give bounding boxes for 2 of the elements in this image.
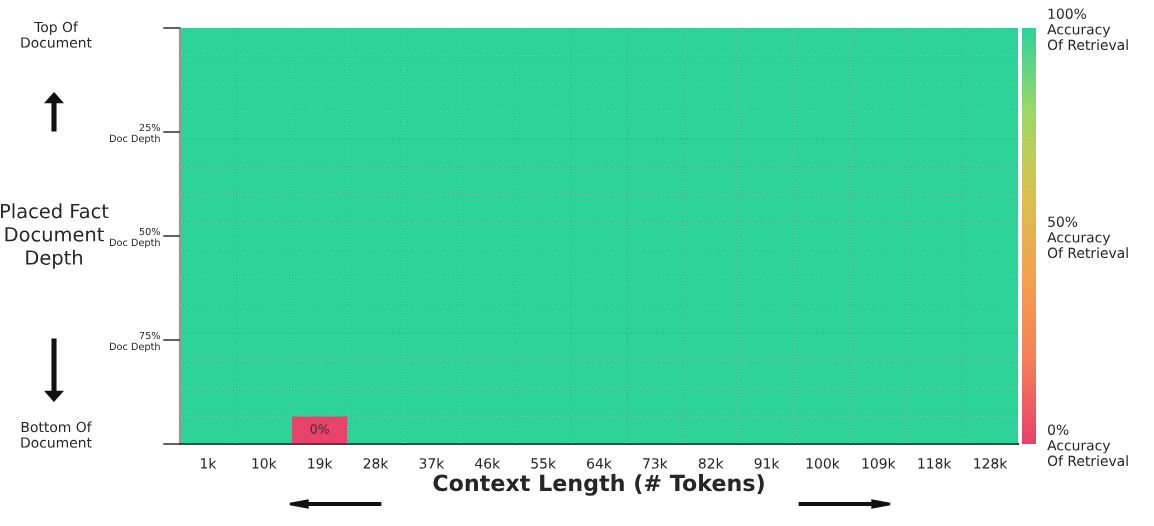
y-axis-title: Placed Fact Document Depth [0, 203, 109, 269]
x-axis-title: Context Length (# Tokens) [433, 474, 764, 496]
